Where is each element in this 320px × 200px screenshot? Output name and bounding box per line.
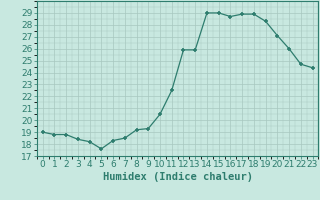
X-axis label: Humidex (Indice chaleur): Humidex (Indice chaleur) — [103, 172, 252, 182]
